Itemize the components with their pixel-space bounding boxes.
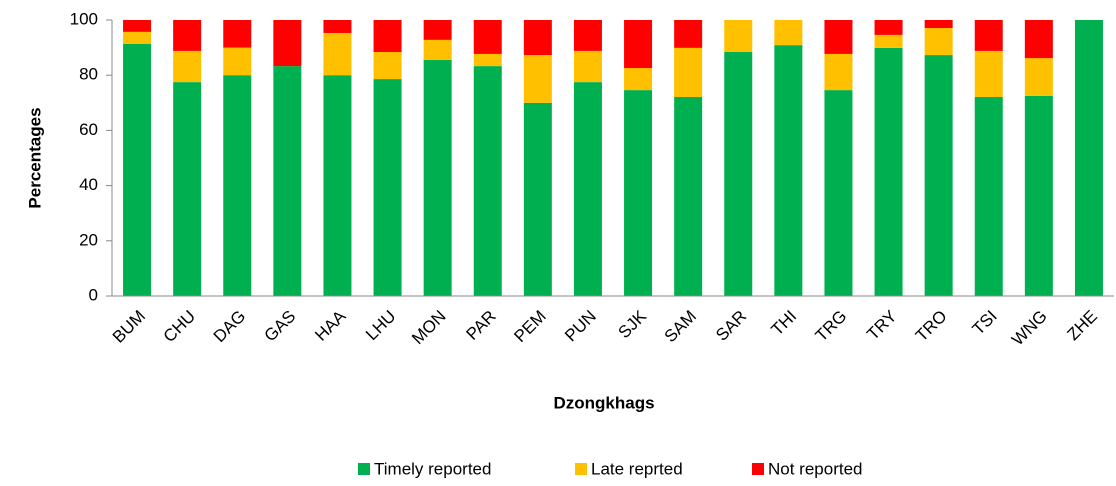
y-tick-label: 20 [79,230,98,249]
bar-segment [724,52,753,297]
x-tick-label: PAR [462,307,499,344]
bar-segment [674,20,703,48]
bar-segment [223,47,252,76]
bar-segment [674,47,703,98]
x-tick-label: THI [768,307,801,340]
bar-segment [674,97,703,296]
bar-segment [573,20,602,51]
bar-segment [624,68,653,91]
bar-segment [273,20,302,67]
bar-segment [774,45,803,297]
x-tick-label: PEM [510,307,549,346]
legend-swatch [575,463,587,475]
bar-segment [974,97,1003,296]
bar-segment [173,50,202,83]
bar-segment [924,28,953,56]
y-axis-title: Percentages [25,107,44,208]
legend-label: Not reported [768,459,863,478]
x-tick-label: SAR [712,307,750,345]
bar-segment [223,75,252,296]
legend-label: Late reprted [591,459,683,478]
x-tick-label: PUN [561,307,600,346]
x-tick-label: WNG [1008,307,1051,350]
x-tick-label: TRY [863,307,900,344]
bar-segment [373,79,402,297]
y-tick-label: 100 [70,9,98,28]
bar-segment [724,20,753,53]
legend-label: Timely reported [374,459,491,478]
x-tick-label: TRO [912,307,951,346]
legend-swatch [752,463,764,475]
bar-segment [974,50,1003,98]
x-tick-label: SJK [615,306,651,342]
bar-segment [173,82,202,296]
bar-segment [774,20,803,46]
bar-segment [824,20,853,54]
bar-segment [824,53,853,91]
bar-segment [323,20,352,33]
bar-segment [423,60,452,296]
x-tick-label: BUM [109,307,149,347]
bar-segment [874,47,903,296]
bar-segment [223,20,252,48]
bar-segment [974,20,1003,51]
bar-segment [373,52,402,80]
x-tick-label: CHU [160,307,199,346]
bar-segment [123,31,152,45]
bar-segment [1024,20,1053,59]
y-tick-label: 80 [79,65,98,84]
bar-segment [523,102,552,296]
x-tick-label: DAG [210,307,249,346]
x-tick-label: MON [408,307,449,348]
bar-segment [123,44,152,297]
legend-swatch [358,463,370,475]
bar-segment [173,20,202,51]
x-tick-label: TRG [812,307,851,346]
bar-segment [1074,20,1103,296]
y-tick-label: 0 [89,285,98,304]
x-tick-label: GAS [261,307,300,346]
bar-segment [373,20,402,53]
bar-segment [624,90,653,296]
bar-segment [924,55,953,296]
bar-segment [573,82,602,296]
bar-segment [573,50,602,83]
bar-segment [624,20,653,69]
bar-segment [273,66,302,296]
bar-segment [323,32,352,76]
bar-segment [874,34,903,48]
x-tick-label: ZHE [1063,307,1100,344]
bar-segment [924,20,953,29]
bar-segment [473,20,502,54]
x-tick-label: SAM [661,307,700,346]
bar-segment [1024,58,1053,96]
bar-segment [123,20,152,32]
x-tick-label: LHU [362,307,399,344]
y-tick-label: 40 [79,175,98,194]
bar-segment [423,39,452,61]
x-tick-label: HAA [311,306,350,345]
bar-segment [874,20,903,35]
bar-segment [824,90,853,296]
bar-segment [523,55,552,103]
bar-segment [473,66,502,296]
bar-segment [1024,95,1053,297]
bar-segment [323,75,352,296]
bar-segment [473,53,502,67]
x-tick-label: TSI [969,307,1001,339]
bar-segment [523,20,552,56]
x-axis-title: Dzongkhags [553,393,654,412]
y-tick-label: 60 [79,120,98,139]
bar-segment [423,20,452,40]
